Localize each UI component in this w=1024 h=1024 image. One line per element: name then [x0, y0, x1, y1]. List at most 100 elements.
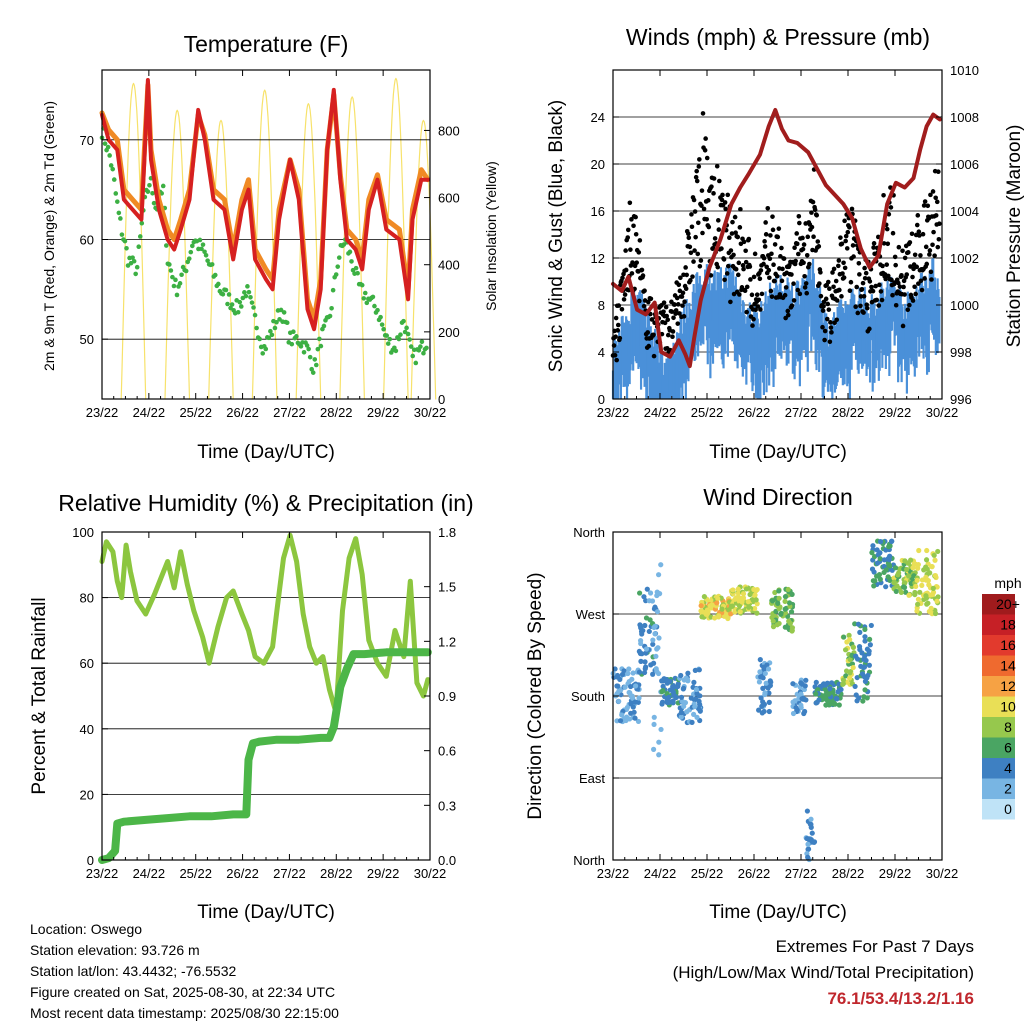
- gust-point: [619, 307, 625, 312]
- winddir-point: [915, 565, 921, 571]
- winddir-point: [638, 625, 644, 631]
- gust-point: [785, 312, 791, 318]
- rh-xtick-label: 28/22: [320, 866, 353, 881]
- gust-point: [861, 310, 866, 315]
- dewpoint-point: [163, 243, 169, 248]
- winddir-point: [886, 544, 892, 550]
- temperature-xtick-label: 27/22: [273, 405, 306, 420]
- dewpoint-point: [364, 300, 370, 306]
- gust-point: [834, 298, 840, 303]
- gust-point: [672, 302, 677, 307]
- gust-point: [822, 337, 827, 343]
- dewpoint-point: [385, 341, 391, 346]
- rh-ytick-label: 20: [80, 787, 94, 802]
- winddir-point: [782, 606, 788, 612]
- gust-point: [900, 248, 905, 254]
- gust-point: [612, 352, 618, 358]
- winddir-point: [929, 564, 935, 570]
- winddir-point: [658, 562, 664, 568]
- gust-point: [829, 330, 834, 335]
- dewpoint-point: [359, 282, 365, 288]
- dewpoint-point: [205, 258, 210, 263]
- gust-point: [770, 227, 776, 233]
- dewpoint-point: [110, 166, 116, 172]
- winddir-point: [861, 694, 867, 700]
- gust-point: [916, 229, 922, 235]
- winddir-point: [643, 646, 650, 652]
- dewpoint-point: [113, 191, 119, 196]
- gust-point: [928, 192, 933, 198]
- winddir-point: [782, 598, 788, 605]
- dewpoint-point: [249, 300, 255, 305]
- winddir-point: [728, 611, 734, 617]
- gust-point: [833, 278, 839, 284]
- winddir-point: [776, 588, 782, 594]
- gust-point: [680, 290, 686, 296]
- winddir-point: [617, 718, 624, 724]
- dewpoint-point: [235, 309, 241, 315]
- winddir-point: [813, 691, 819, 697]
- winddir-point: [804, 835, 810, 842]
- gust-point: [768, 233, 773, 238]
- gust-point: [831, 284, 836, 290]
- gust-point: [731, 252, 736, 258]
- gust-point: [641, 303, 647, 309]
- winddir-point: [614, 691, 620, 697]
- temperature-xtick-label: 24/22: [133, 405, 166, 420]
- gust-point: [776, 226, 782, 231]
- gust-point: [835, 263, 841, 269]
- gust-point: [789, 303, 795, 308]
- gust-point: [727, 235, 732, 241]
- winddir-point: [850, 644, 856, 650]
- winddir-point: [854, 656, 861, 662]
- winddir-point: [866, 651, 872, 657]
- rh-y2-ytick-label: 0.9: [438, 689, 456, 704]
- winddir-point: [776, 595, 782, 601]
- winddir-point: [891, 579, 897, 585]
- gust-point: [702, 147, 708, 153]
- gust-point: [711, 176, 717, 181]
- winddir-point: [895, 572, 901, 578]
- winddir-point: [811, 839, 818, 845]
- winddir-point: [751, 586, 757, 593]
- winddir-point: [714, 600, 720, 606]
- gust-point: [816, 244, 822, 249]
- winddir-point: [877, 550, 883, 556]
- gust-point: [905, 307, 911, 313]
- temperature-xtick-label: 23/22: [86, 405, 119, 420]
- winddir-point: [692, 704, 698, 710]
- dewpoint-point: [150, 191, 155, 196]
- gust-point: [817, 281, 822, 286]
- dewpoint-point: [173, 277, 178, 283]
- colorbar-label: 18: [1000, 617, 1016, 633]
- winddir-point: [757, 657, 763, 663]
- winddir-point: [825, 698, 831, 705]
- winddir-point: [864, 646, 870, 652]
- gust-point: [884, 226, 890, 232]
- gust-point: [766, 267, 772, 273]
- gust-point: [720, 192, 725, 198]
- winddir-point: [883, 584, 889, 590]
- gust-point: [716, 227, 722, 232]
- gust-point: [683, 265, 688, 270]
- winddir-xtick-label: 28/22: [832, 866, 865, 881]
- station-location: Location: Oswego: [30, 921, 143, 937]
- gust-point: [750, 323, 755, 328]
- dewpoint-point: [327, 313, 333, 319]
- rh-y2-ytick-label: 0.6: [438, 744, 456, 759]
- gust-point: [615, 322, 621, 328]
- winddir-point: [861, 664, 868, 670]
- gust-point: [883, 276, 888, 282]
- winddir-point: [927, 570, 933, 576]
- gust-point: [782, 292, 788, 298]
- dewpoint-point: [301, 350, 307, 355]
- gust-point: [749, 292, 755, 298]
- winddir-point: [859, 650, 865, 656]
- rh-xtick-label: 26/22: [226, 866, 259, 881]
- colorbar-swatch: [982, 737, 1015, 758]
- winds-xlabel: Time (Day/UTC): [709, 442, 847, 463]
- gust-point: [912, 284, 917, 290]
- winddir-point: [887, 577, 893, 583]
- gust-point: [677, 311, 682, 316]
- winddir-point: [638, 658, 644, 664]
